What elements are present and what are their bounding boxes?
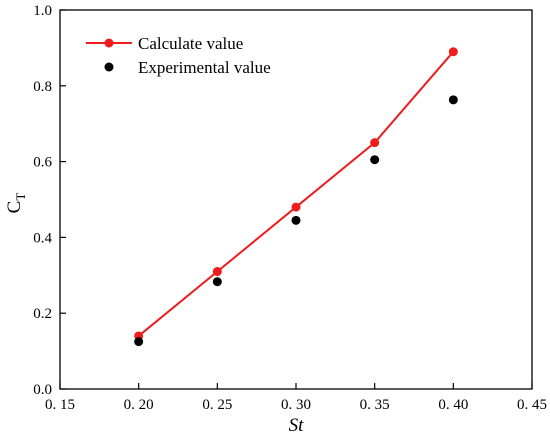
legend-marker-experimental [104,62,114,72]
x-tick-label: 0. 15 [45,397,75,413]
axes [59,9,533,390]
series [134,47,458,347]
experimental-point [212,277,222,287]
calculate-point [212,267,222,277]
legend-marker-calculate [104,38,114,48]
x-tick-label: 0. 40 [438,397,468,413]
ticks: 0. 15 0. 20 0. 25 0. 30 0. 35 0. 40 0. 45 0.0 0.… [33,3,547,413]
calculate-point [448,47,458,57]
calculate-point [370,138,380,148]
svg-text:CT: CT [4,193,28,214]
y-axis-title: CT [4,193,28,214]
plot-frame [59,9,533,390]
y-tick-label: 0.0 [33,382,52,398]
y-tick-label: 0.4 [33,230,52,246]
calculate-point [291,202,301,212]
x-tick-label: 0. 45 [517,397,547,413]
experimental-point [291,215,301,225]
experimental-point [370,155,380,165]
legend-label-calculate: Calculate value [138,34,243,53]
y-axis-title-subscript: T [13,193,28,201]
experimental-point [134,337,144,347]
x-tick-label: 0. 20 [124,397,154,413]
x-tick-label: 0. 25 [202,397,232,413]
x-axis-title: St [289,415,305,436]
legend-label-experimental: Experimental value [138,58,271,77]
legend: Calculate value Experimental value [86,34,271,77]
y-tick-label: 0.2 [33,306,52,322]
x-tick-label: 0. 35 [360,397,390,413]
experimental-point [448,95,458,105]
x-tick-label: 0. 30 [281,397,311,413]
series-line-calculate [138,51,455,337]
y-tick-label: 1.0 [33,3,52,19]
y-tick-label: 0.8 [33,79,52,95]
y-tick-label: 0.6 [33,155,52,171]
y-axis-title-main: C [4,201,25,214]
